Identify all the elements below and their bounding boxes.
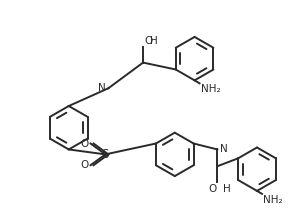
Text: H: H (223, 184, 231, 194)
Text: S: S (102, 148, 109, 161)
Text: O: O (80, 160, 88, 170)
Text: O: O (144, 36, 152, 46)
Text: O: O (80, 138, 88, 149)
Text: N: N (98, 83, 105, 93)
Text: NH₂: NH₂ (263, 195, 283, 205)
Text: NH₂: NH₂ (200, 84, 220, 94)
Text: H: H (150, 36, 158, 46)
Text: O: O (208, 184, 216, 194)
Text: N: N (220, 144, 228, 155)
